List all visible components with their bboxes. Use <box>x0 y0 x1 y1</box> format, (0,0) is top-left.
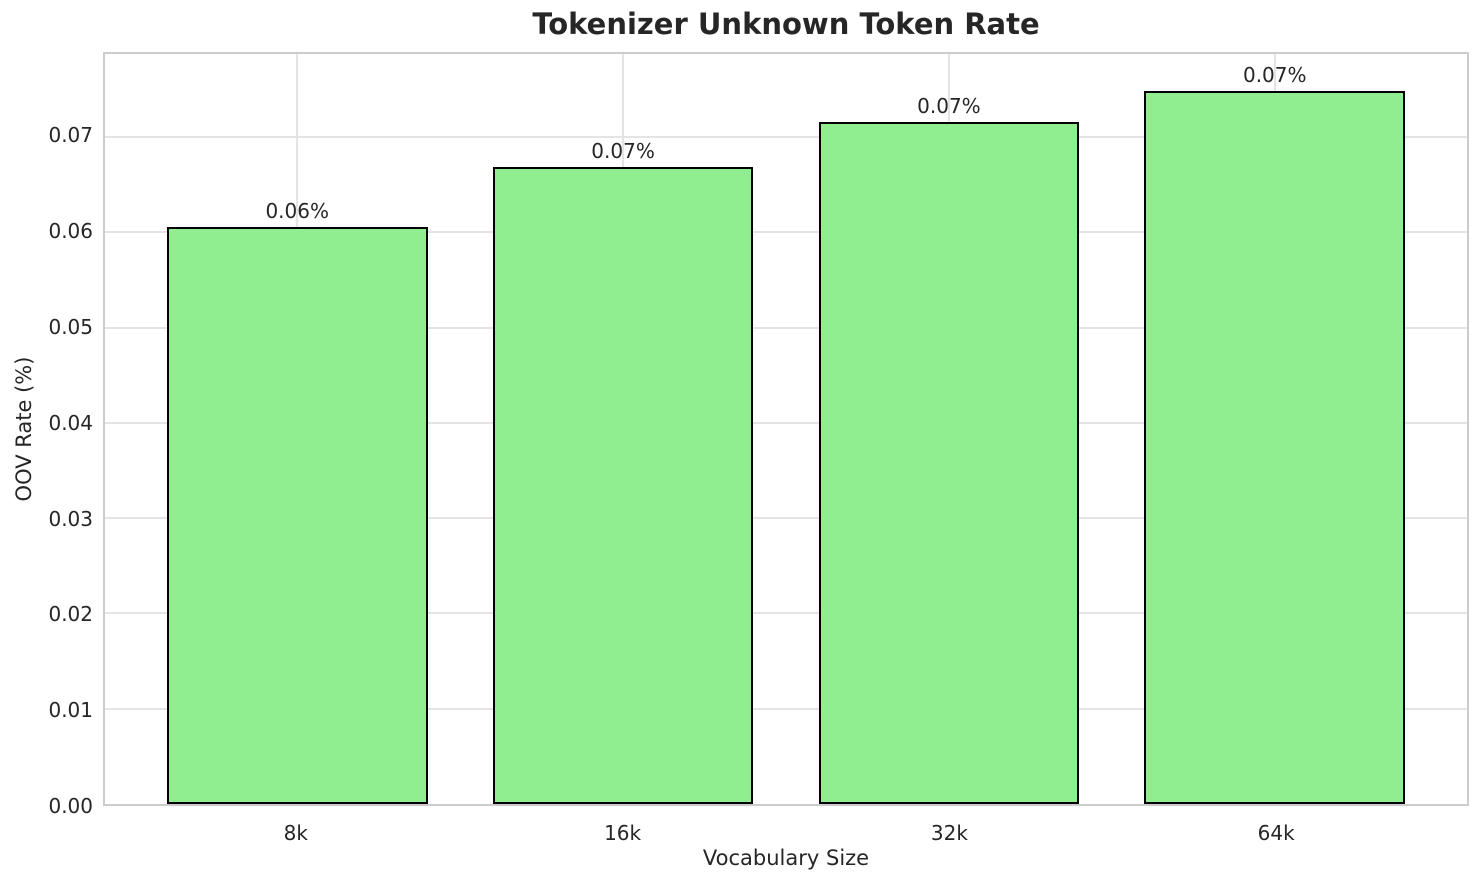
y-tick-label-0.05: 0.05 <box>48 314 93 339</box>
y-gridline-0.06 <box>105 231 1467 234</box>
x-tick-label-32k: 32k <box>930 821 968 845</box>
y-tick-label-0.06: 0.06 <box>48 219 93 244</box>
y-tick-label-0.03: 0.03 <box>48 506 93 531</box>
bar-value-label-64k: 0.07% <box>1242 63 1307 88</box>
y-tick-label-0.01: 0.01 <box>48 698 93 723</box>
y-gridline-0.01 <box>105 707 1467 710</box>
x-tick-label-8k: 8k <box>283 821 308 845</box>
bar-value-label-16k: 0.07% <box>591 139 655 164</box>
bar-value-label-32k: 0.07% <box>917 93 981 118</box>
plot-inner: 0.06% 0.07% 0.07% 0.07% <box>105 54 1467 804</box>
chart-title: Tokenizer Unknown Token Rate <box>532 7 1040 41</box>
x-axis-tick-labels: 8k 16k 32k 64k <box>103 822 1469 846</box>
y-tick-label-0.04: 0.04 <box>48 410 93 435</box>
bar-16k <box>492 167 754 804</box>
y-gridline-0.03 <box>105 517 1467 520</box>
y-gridline-0.05 <box>105 326 1467 329</box>
bar-8k <box>166 227 428 804</box>
y-axis-tick-labels: 0.00 0.01 0.02 0.03 0.04 0.05 0.06 0.07 <box>0 52 93 818</box>
bar-value-label-8k: 0.06% <box>265 199 330 224</box>
plot-area: 0.06% 0.07% 0.07% 0.07% <box>103 52 1469 806</box>
x-tick-label-16k: 16k <box>604 821 642 845</box>
x-axis-label: Vocabulary Size <box>702 846 870 870</box>
bar-64k <box>1144 91 1406 804</box>
y-axis-label: OOV Rate (%) <box>12 356 36 502</box>
y-tick-label-0.00: 0.00 <box>48 794 93 818</box>
bar-32k <box>818 121 1080 804</box>
y-gridline-0.07 <box>105 135 1467 138</box>
y-gridline-0.02 <box>105 612 1467 615</box>
y-tick-label-0.02: 0.02 <box>48 602 93 627</box>
y-tick-label-0.07: 0.07 <box>48 123 93 148</box>
y-gridline-0.04 <box>105 421 1467 424</box>
x-tick-label-64k: 64k <box>1257 821 1295 845</box>
